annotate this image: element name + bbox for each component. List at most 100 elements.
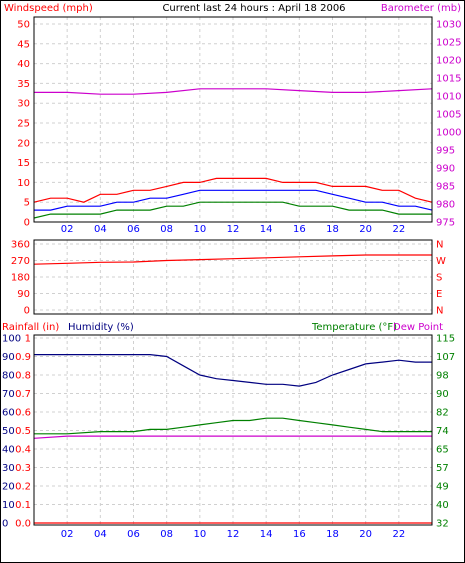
- windspeed-tick-label: 30: [17, 99, 30, 110]
- compass-tick-label: E: [436, 289, 442, 300]
- compass-tick-label: N: [436, 240, 443, 251]
- direction-tick-label: 360: [11, 240, 30, 251]
- dewpoint-label: Dew Point: [393, 322, 443, 333]
- x-tick-label: 12: [227, 529, 240, 540]
- direction-tick-label: 0: [24, 306, 30, 317]
- x-tick-label: 22: [392, 224, 405, 235]
- temperature-tick-label: 98: [436, 371, 449, 382]
- direction-tick-label: 90: [17, 289, 30, 300]
- temperature-tick-label: 57: [436, 463, 449, 474]
- humidity-tick-label: 10: [2, 500, 15, 511]
- x-tick-label: 02: [61, 529, 74, 540]
- windspeed-tick-label: 0: [24, 218, 30, 229]
- windspeed-tick-label: 20: [17, 138, 30, 149]
- temperature-tick-label: 49: [436, 482, 449, 493]
- rainfall-tick-label: 0.0: [15, 519, 31, 530]
- direction-tick-label: 180: [11, 273, 30, 284]
- x-tick-label: 02: [61, 224, 74, 235]
- rainfall-tick-label: 0.2: [15, 482, 31, 493]
- barometer-tick-label: 975: [436, 218, 455, 229]
- rainfall-label: Rainfall (in): [2, 322, 59, 333]
- chart-title: Current last 24 hours : April 18 2006: [162, 3, 345, 14]
- windspeed-tick-label: 5: [24, 198, 30, 209]
- x-tick-label: 18: [326, 529, 339, 540]
- x-tick-label: 14: [260, 529, 273, 540]
- temperature-tick-label: 32: [436, 519, 449, 530]
- compass-tick-label: N: [436, 306, 443, 317]
- x-tick-label: 12: [227, 224, 240, 235]
- barometer-tick-label: 990: [436, 164, 455, 175]
- x-tick-label: 16: [293, 224, 306, 235]
- rainfall-tick-label: 0.9: [15, 352, 31, 363]
- windspeed-tick-label: 40: [17, 59, 30, 70]
- temperature-tick-label: 65: [436, 445, 449, 456]
- direction-tick-label: 270: [11, 256, 30, 267]
- windspeed-tick-label: 45: [17, 39, 30, 50]
- x-tick-label: 20: [359, 224, 372, 235]
- x-tick-label: 18: [326, 224, 339, 235]
- series-line-magenta: [33, 435, 432, 439]
- temperature-tick-label: 107: [436, 352, 455, 363]
- temperature-tick-label: 40: [436, 500, 449, 511]
- temperature-tick-label: 115: [436, 334, 455, 345]
- compass-tick-label: W: [436, 256, 446, 267]
- series-line-blue: [34, 189, 433, 211]
- barometer-label: Barometer (mb): [381, 3, 461, 14]
- x-tick-label: 22: [392, 529, 405, 540]
- windspeed-tick-label: 10: [17, 178, 30, 189]
- barometer-tick-label: 1015: [436, 74, 461, 85]
- temperature-tick-label: 74: [436, 426, 449, 437]
- humidity-tick-label: 20: [2, 482, 15, 493]
- rainfall-tick-label: 0.7: [15, 389, 31, 400]
- compass-tick-label: S: [436, 273, 442, 284]
- temperature-tick-label: 90: [436, 389, 449, 400]
- rainfall-tick-label: 0.1: [15, 500, 31, 511]
- humidity-label: Humidity (%): [68, 322, 134, 333]
- rainfall-tick-label: 0.8: [15, 371, 31, 382]
- series-line-red: [33, 254, 432, 265]
- barometer-tick-label: 980: [436, 200, 455, 211]
- humidity-tick-label: 30: [2, 463, 15, 474]
- barometer-tick-label: 995: [436, 146, 455, 157]
- x-tick-label: 08: [160, 529, 173, 540]
- barometer-tick-label: 1020: [436, 56, 461, 67]
- rainfall-tick-label: 0.5: [15, 426, 31, 437]
- x-tick-label: 10: [193, 224, 206, 235]
- temperature-label: Temperature (°F): [311, 322, 397, 333]
- wind-direction-panel: 360 N 270 W 180 S 90 E 0 N: [11, 239, 446, 317]
- x-tick-label: 10: [193, 529, 206, 540]
- barometer-tick-label: 1000: [436, 128, 461, 139]
- panel1-frame: [33, 16, 433, 223]
- humidity-tick-label: 80: [2, 371, 15, 382]
- rainfall-tick-label: 0.4: [15, 445, 31, 456]
- temperature-tick-label: 82: [436, 408, 449, 419]
- barometer-tick-label: 1005: [436, 110, 461, 121]
- series-line-green: [33, 201, 432, 219]
- windspeed-tick-label: 35: [17, 79, 30, 90]
- windspeed-tick-label: 25: [17, 119, 30, 130]
- x-tick-label: 14: [260, 224, 273, 235]
- barometer-tick-label: 985: [436, 182, 455, 193]
- series-line-navy: [34, 354, 432, 387]
- windspeed-label: Windspeed (mph): [4, 3, 93, 14]
- wind-barometer-panel: 0510152025303540455097598098599099510001…: [17, 16, 461, 235]
- x-tick-label: 20: [359, 529, 372, 540]
- x-tick-label: 06: [127, 529, 140, 540]
- rainfall-tick-label: 0.3: [15, 463, 31, 474]
- series-line-green: [34, 417, 432, 435]
- x-tick-label: 16: [293, 529, 306, 540]
- humidity-tick-label: 100: [2, 334, 21, 345]
- x-tick-label: 08: [160, 224, 173, 235]
- x-tick-label: 04: [94, 529, 107, 540]
- panel3-frame: [33, 334, 433, 526]
- rainfall-tick-label: 1: [25, 334, 31, 345]
- series-line-red: [33, 177, 433, 203]
- humidity-tick-label: 40: [2, 445, 15, 456]
- barometer-tick-label: 1030: [436, 20, 461, 31]
- barometer-tick-label: 1010: [436, 92, 461, 103]
- humidity-tick-label: 0: [2, 519, 8, 530]
- humidity-tick-label: 70: [2, 389, 15, 400]
- humidity-tick-label: 90: [2, 352, 15, 363]
